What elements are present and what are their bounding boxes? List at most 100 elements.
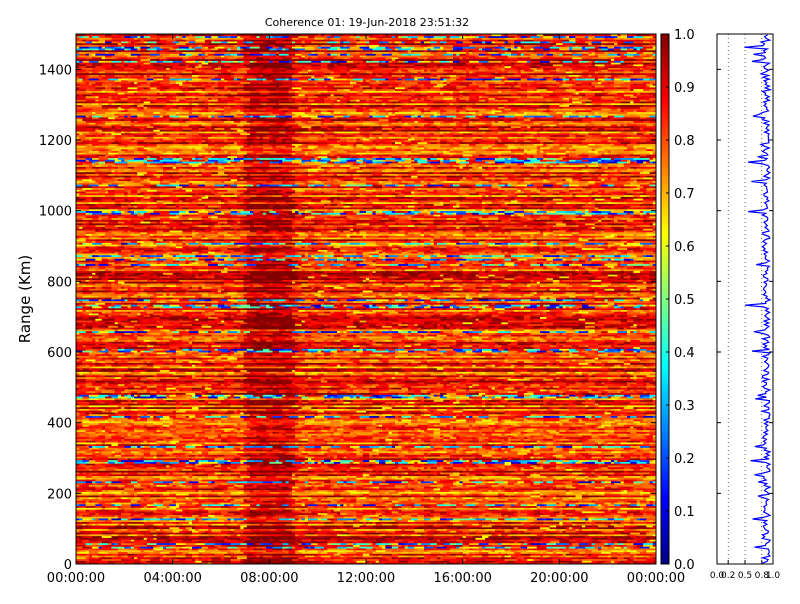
heatmap-cell (375, 544, 380, 547)
heatmap-cell (598, 560, 605, 563)
heatmap-cell (169, 562, 174, 565)
heatmap-cell (511, 548, 522, 551)
heatmap-cell (143, 516, 154, 519)
heatmap-cell (272, 525, 280, 528)
heatmap-cell (639, 532, 647, 535)
heatmap-cell (398, 530, 409, 533)
heatmap-cell (430, 556, 438, 560)
heatmap-cell (630, 541, 634, 544)
heatmap-cell (127, 526, 132, 530)
heatmap-cell (652, 542, 657, 545)
heatmap-cell (478, 551, 489, 554)
heatmap-cell (208, 528, 212, 531)
heatmap-cell (349, 521, 360, 524)
heatmap-cell (598, 555, 609, 558)
heatmap-cell (76, 546, 83, 549)
heatmap-cell (198, 539, 209, 542)
heatmap-cell (433, 558, 444, 561)
heatmap-cell (382, 546, 386, 549)
heatmap-cell (163, 528, 170, 531)
heatmap-cell (498, 555, 502, 558)
heatmap-cell (475, 539, 486, 542)
heatmap-cell (411, 532, 418, 535)
heatmap-cell (398, 537, 409, 540)
heatmap-cell (101, 528, 109, 531)
heatmap-row (76, 541, 657, 544)
heatmap-cell (275, 523, 286, 526)
heatmap-cell (121, 556, 132, 560)
heatmap-cell (543, 518, 547, 521)
heatmap-cell (214, 553, 225, 556)
heatmap-cell (182, 519, 186, 522)
heatmap-cell (559, 560, 563, 563)
heatmap-cell (636, 523, 647, 526)
heatmap-cell (221, 542, 232, 545)
heatmap-cell (337, 526, 341, 530)
heatmap-cell (353, 542, 357, 545)
heatmap-cell (378, 560, 383, 563)
heatmap-cell (552, 556, 560, 560)
heatmap-cell (572, 537, 583, 540)
heatmap-cell (304, 542, 312, 545)
heatmap-cell (169, 516, 180, 519)
heatmap-cell (536, 539, 541, 542)
heatmap-cell (443, 526, 447, 530)
heatmap-cell (198, 551, 203, 554)
heatmap-cell (320, 544, 331, 547)
heatmap-cell (256, 533, 264, 537)
heatmap-cell (446, 539, 454, 542)
heatmap-cell (330, 562, 341, 565)
heatmap-cell (314, 521, 325, 524)
heatmap-cell (246, 556, 257, 560)
heatmap-cell (575, 541, 583, 544)
heatmap-cell (253, 530, 257, 533)
heatmap-cell (604, 523, 612, 526)
heatmap-cell (208, 537, 219, 540)
heatmap-cell (137, 546, 141, 549)
heatmap-cell (369, 542, 373, 545)
heatmap-cell (188, 533, 193, 537)
heatmap-cell (585, 518, 589, 521)
heatmap-cell (440, 549, 451, 553)
heatmap-cell (288, 530, 293, 533)
heatmap-cell (121, 558, 128, 561)
heatmap-cell (308, 523, 319, 526)
heatmap-cell (617, 535, 621, 538)
heatmap-cell (130, 551, 141, 554)
heatmap-cell (572, 523, 576, 526)
heatmap-cell (217, 541, 222, 544)
heatmap-cell (130, 537, 138, 540)
heatmap-cell (317, 532, 328, 535)
heatmap-cell (88, 533, 96, 537)
heatmap-cell (156, 544, 167, 547)
heatmap-cell (388, 526, 399, 530)
heatmap-cell (449, 542, 457, 545)
heatmap-cell (572, 544, 580, 547)
heatmap-cell (198, 553, 203, 556)
heatmap-cell (420, 542, 425, 545)
heatmap-cell (324, 560, 331, 563)
heatmap-cell (588, 518, 592, 521)
heatmap-cell (475, 549, 480, 553)
heatmap-cell (92, 549, 99, 553)
heatmap-cell (288, 533, 296, 537)
heatmap-cell (333, 556, 344, 560)
heatmap-cell (562, 539, 570, 542)
heatmap-cell (504, 528, 512, 531)
heatmap-cell (330, 537, 335, 540)
heatmap-cell (105, 533, 112, 537)
heatmap-cell (530, 537, 541, 540)
heatmap-cell (76, 542, 87, 545)
heatmap-cell (324, 556, 331, 560)
heatmap-cell (134, 544, 138, 547)
heatmap-cell (188, 528, 196, 531)
heatmap-cell (92, 532, 103, 535)
heatmap-cell (591, 551, 602, 554)
heatmap-cell (594, 528, 605, 531)
heatmap-cell (195, 558, 199, 561)
heatmap-cell (353, 558, 360, 561)
heatmap-cell (578, 532, 586, 535)
heatmap-cell (108, 528, 116, 531)
heatmap-cell (124, 555, 128, 558)
heatmap-cell (127, 548, 138, 551)
